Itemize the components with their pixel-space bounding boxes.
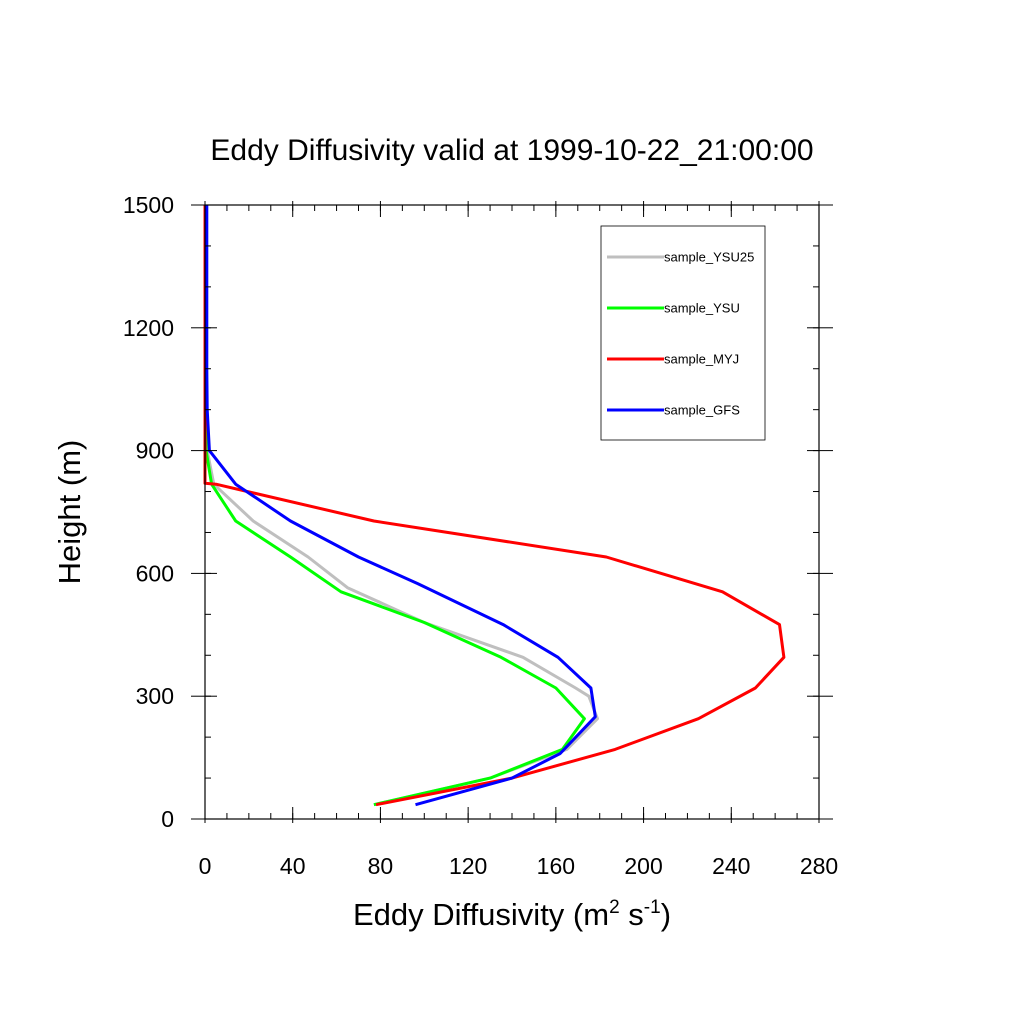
legend-box (600, 225, 766, 441)
x-tick-label: 120 (449, 853, 487, 879)
x-axis-title: Eddy Diffusivity (m2 s-1) (353, 897, 671, 932)
y-tick-label: 0 (161, 806, 174, 832)
x-axis-title-part: ) (661, 897, 671, 932)
legend-label-sample_MYJ: sample_MYJ (664, 352, 739, 367)
legend: sample_YSU25 sample_YSU sample_MYJ sample_G… (600, 225, 766, 441)
x-tick-label: 280 (800, 853, 838, 879)
plot-frame (204, 204, 820, 820)
x-tick-label: 40 (280, 853, 306, 879)
y-tick-label: 600 (136, 560, 174, 586)
series-line-sample_MYJ (203, 205, 786, 807)
y-tick-label: 1500 (123, 192, 174, 218)
series-line-sample_YSU (204, 205, 586, 807)
x-tick-label: 200 (624, 853, 662, 879)
legend-label-sample_YSU25: sample_YSU25 (664, 250, 754, 265)
y-tick-label: 1200 (123, 315, 174, 341)
x-tick-label: 0 (199, 853, 212, 879)
x-axis-title-superscript: -1 (644, 897, 661, 918)
y-tick-label: 900 (136, 438, 174, 464)
x-tick-label: 160 (537, 853, 575, 879)
series-layer (203, 205, 786, 807)
y-tick-label: 300 (136, 683, 174, 709)
x-tick-label: 240 (712, 853, 750, 879)
x-axis-title-superscript: 2 (609, 897, 620, 918)
legend-label-sample_YSU: sample_YSU (664, 301, 740, 316)
x-axis-title-part: Eddy Diffusivity (m (353, 897, 609, 932)
x-tick-label: 80 (368, 853, 394, 879)
legend-label-sample_GFS: sample_GFS (664, 403, 740, 418)
x-axis-title-part: s (620, 897, 644, 932)
y-axis-title: Height (m) (52, 440, 87, 585)
ticks-layer: 0 40 80 120 160 200 240 280 0 300 600 900 1200 1500 (123, 192, 838, 879)
series-line-sample_GFS (205, 205, 597, 807)
chart-title: Eddy Diffusivity valid at 1999-10-22_21:… (210, 134, 813, 167)
